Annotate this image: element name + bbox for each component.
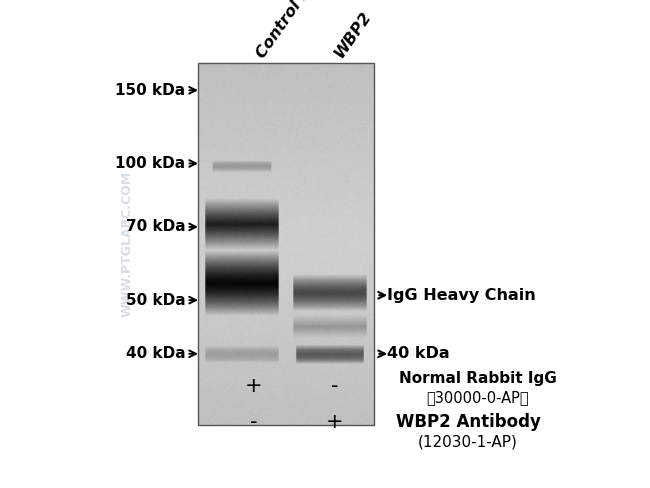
Text: -: - bbox=[250, 412, 257, 432]
Text: WBP2: WBP2 bbox=[332, 9, 374, 61]
Text: WBP2 Antibody: WBP2 Antibody bbox=[396, 413, 540, 431]
Text: +: + bbox=[326, 412, 344, 432]
Text: IgG Heavy Chain: IgG Heavy Chain bbox=[387, 288, 536, 303]
Text: 100 kDa: 100 kDa bbox=[115, 156, 185, 171]
Text: -: - bbox=[331, 376, 339, 395]
Bar bbox=[198, 63, 374, 425]
Text: Normal Rabbit IgG: Normal Rabbit IgG bbox=[399, 371, 556, 386]
Text: Control IgG: Control IgG bbox=[254, 0, 324, 61]
Text: 40 kDa: 40 kDa bbox=[125, 346, 185, 361]
Text: WWW.PTGLABC.COM: WWW.PTGLABC.COM bbox=[120, 171, 133, 317]
Text: +: + bbox=[244, 376, 263, 395]
Text: 50 kDa: 50 kDa bbox=[125, 293, 185, 307]
Text: 150 kDa: 150 kDa bbox=[115, 83, 185, 98]
Text: (12030-1-AP): (12030-1-AP) bbox=[418, 434, 518, 449]
Text: 40 kDa: 40 kDa bbox=[387, 346, 449, 361]
Text: （30000-0-AP）: （30000-0-AP） bbox=[426, 390, 529, 405]
Text: 70 kDa: 70 kDa bbox=[125, 220, 185, 234]
